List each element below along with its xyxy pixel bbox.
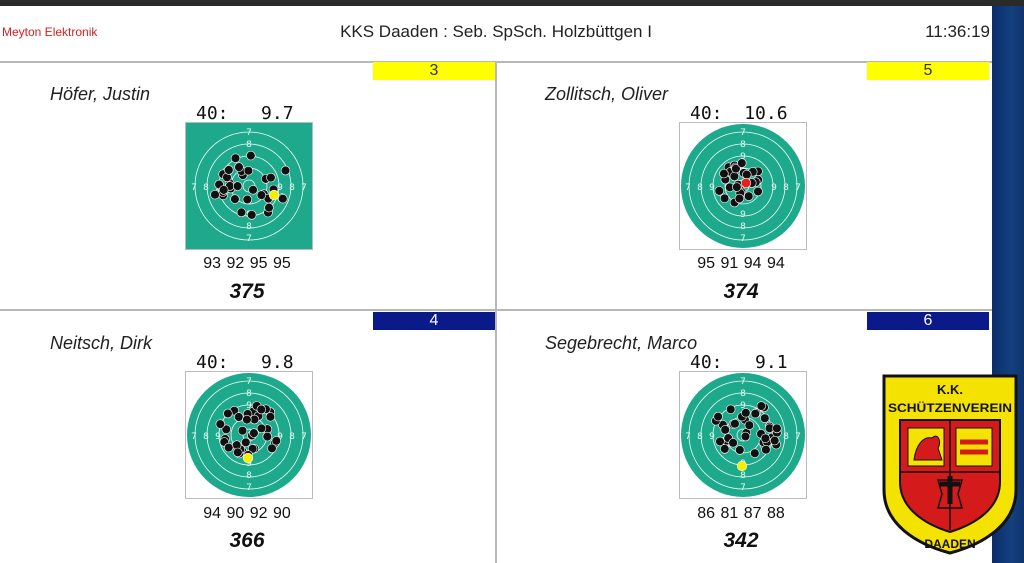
- svg-text:7: 7: [246, 483, 252, 493]
- shot-count: 40:: [690, 352, 723, 373]
- total-score: 342: [723, 529, 759, 552]
- svg-text:7: 7: [740, 483, 746, 493]
- shot-value: 9.7: [261, 103, 294, 124]
- svg-text:8: 8: [697, 183, 703, 193]
- clock: 11:36:19: [925, 22, 990, 41]
- svg-text:7: 7: [740, 377, 746, 387]
- series-scores: 95 91 94 94: [697, 255, 785, 272]
- svg-text:8: 8: [740, 140, 746, 150]
- last-shot-readout: 40: 9.8: [196, 352, 294, 373]
- svg-text:8: 8: [783, 183, 789, 193]
- svg-text:7: 7: [795, 183, 801, 193]
- svg-text:9: 9: [709, 432, 715, 442]
- logo-main-text: SCHÜTZENVEREIN: [888, 400, 1012, 415]
- svg-text:7: 7: [740, 128, 746, 138]
- svg-text:9: 9: [740, 401, 746, 411]
- svg-text:7: 7: [191, 432, 197, 442]
- svg-text:9: 9: [246, 459, 252, 469]
- logo-top-text: K.K.: [937, 382, 963, 397]
- svg-text:9: 9: [246, 401, 252, 411]
- svg-text:9: 9: [709, 183, 715, 193]
- lane-number-badge: 4: [373, 312, 495, 330]
- svg-text:8: 8: [246, 471, 252, 481]
- svg-text:8: 8: [783, 432, 789, 442]
- match-title: KKS Daaden : Seb. SpSch. Holzbüttgen I: [340, 22, 652, 41]
- shot-count: 40:: [196, 103, 229, 124]
- club-logo: K.K. SCHÜTZENVEREIN DAADEN: [882, 374, 1018, 555]
- top-strip: [0, 0, 1024, 6]
- divider-horizontal: [0, 309, 992, 311]
- total-score: 366: [229, 529, 265, 552]
- total-score: 374: [723, 280, 759, 303]
- svg-text:8: 8: [289, 432, 295, 442]
- shooter-name: Segebrecht, Marco: [545, 333, 698, 353]
- last-shot-readout: 40: 10.6: [690, 103, 788, 124]
- svg-text:8: 8: [697, 432, 703, 442]
- lane-number-badge: 5: [867, 62, 989, 80]
- divider-vertical: [495, 61, 497, 563]
- series-scores: 86 81 87 88: [697, 505, 785, 522]
- header-bar: Meyton Elektronik KKS Daaden : Seb. SpSc…: [0, 6, 992, 63]
- svg-text:7: 7: [301, 183, 307, 193]
- lane-number-badge: 6: [867, 312, 989, 330]
- svg-text:7: 7: [246, 377, 252, 387]
- svg-text:9: 9: [740, 152, 746, 162]
- shot-count: 40:: [690, 103, 723, 124]
- svg-text:7: 7: [301, 432, 307, 442]
- svg-text:8: 8: [740, 389, 746, 399]
- svg-text:8: 8: [246, 222, 252, 232]
- shot-value: 10.6: [744, 103, 788, 124]
- svg-text:7: 7: [246, 234, 252, 244]
- last-shot-readout: 40: 9.1: [690, 352, 788, 373]
- svg-text:9: 9: [277, 432, 283, 442]
- svg-text:8: 8: [246, 140, 252, 150]
- svg-text:7: 7: [685, 183, 691, 193]
- lane-number-badge: 3: [373, 62, 495, 80]
- shooter-name: Zollitsch, Oliver: [545, 84, 669, 104]
- svg-text:7: 7: [685, 432, 691, 442]
- svg-text:9: 9: [277, 183, 283, 193]
- svg-text:9: 9: [740, 210, 746, 220]
- svg-text:8: 8: [203, 432, 209, 442]
- svg-text:8: 8: [289, 183, 295, 193]
- series-scores: 94 90 92 90: [203, 505, 291, 522]
- svg-text:8: 8: [203, 183, 209, 193]
- shooter-name: Höfer, Justin: [50, 84, 151, 104]
- svg-text:7: 7: [246, 128, 252, 138]
- last-shot-readout: 40: 9.7: [196, 103, 294, 124]
- svg-text:9: 9: [771, 183, 777, 193]
- shot-value: 9.8: [261, 352, 294, 373]
- series-scores: 93 92 95 95: [203, 255, 291, 272]
- svg-text:7: 7: [795, 432, 801, 442]
- logo-bottom-text: DAADEN: [924, 537, 975, 551]
- svg-text:8: 8: [740, 222, 746, 232]
- svg-text:8: 8: [246, 389, 252, 399]
- svg-text:7: 7: [740, 234, 746, 244]
- total-score: 375: [229, 280, 265, 303]
- svg-text:7: 7: [191, 183, 197, 193]
- shot-value: 9.1: [755, 352, 788, 373]
- svg-text:8: 8: [740, 471, 746, 481]
- shot-count: 40:: [196, 352, 229, 373]
- brand-label: Meyton Elektronik: [2, 25, 98, 39]
- shooter-name: Neitsch, Dirk: [50, 333, 153, 353]
- svg-text:9: 9: [215, 432, 221, 442]
